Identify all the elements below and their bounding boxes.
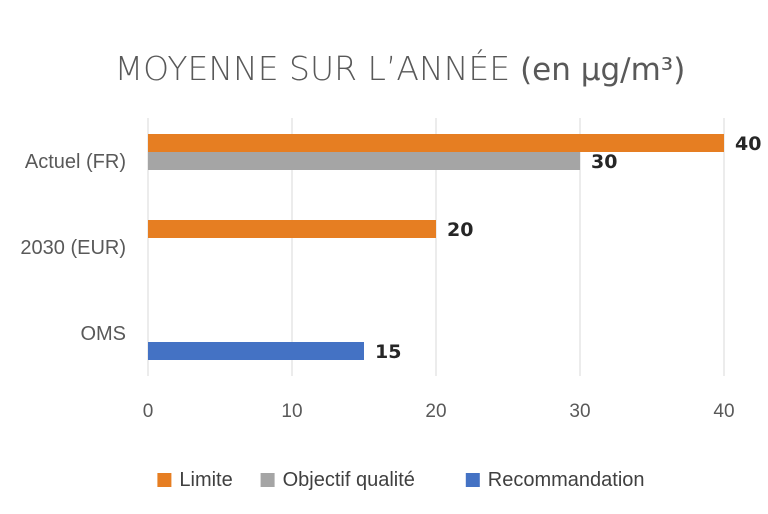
legend-label-objectif-qualite: Objectif qualité xyxy=(283,469,415,491)
legend-swatch-objectif-qualite xyxy=(260,473,275,487)
legend-swatch-limite xyxy=(157,473,172,487)
bar-oms-recommandation xyxy=(148,342,364,360)
bars xyxy=(148,134,724,360)
x-tick-label: 20 xyxy=(425,401,446,422)
category-labels: Actuel (FR) 2030 (EUR) OMS xyxy=(20,151,126,345)
x-axis-ticks: 0 10 20 30 40 xyxy=(143,401,735,422)
bar-actuel-fr-limite xyxy=(148,134,724,152)
x-tick-label: 10 xyxy=(281,401,302,422)
data-label-actuel-fr-limite: 40 xyxy=(735,133,761,155)
data-label-actuel-fr-objectif-qualite: 30 xyxy=(591,151,617,173)
x-tick-label: 30 xyxy=(569,401,590,422)
category-label-oms: OMS xyxy=(80,323,126,345)
legend-label-limite: Limite xyxy=(179,469,232,491)
data-labels: 40 30 20 15 xyxy=(375,133,761,363)
data-label-2030-eur-limite: 20 xyxy=(447,219,473,241)
bar-actuel-fr-objectif-qualite xyxy=(148,152,580,170)
category-label-actuel-fr: Actuel (FR) xyxy=(25,151,126,173)
category-label-2030-eur: 2030 (EUR) xyxy=(20,237,126,259)
x-tick-label: 0 xyxy=(143,401,154,422)
bar-2030-eur-limite xyxy=(148,220,436,238)
chart-title: MOYENNE SUR L’ANNÉE (en µg/m³) xyxy=(115,48,686,88)
legend-label-recommandation: Recommandation xyxy=(488,469,645,491)
x-tick-label: 40 xyxy=(713,401,734,422)
legend: Limite Objectif qualité Recommandation xyxy=(157,469,645,491)
legend-swatch-recommandation xyxy=(465,473,480,487)
data-label-oms-recommandation: 15 xyxy=(375,341,401,363)
